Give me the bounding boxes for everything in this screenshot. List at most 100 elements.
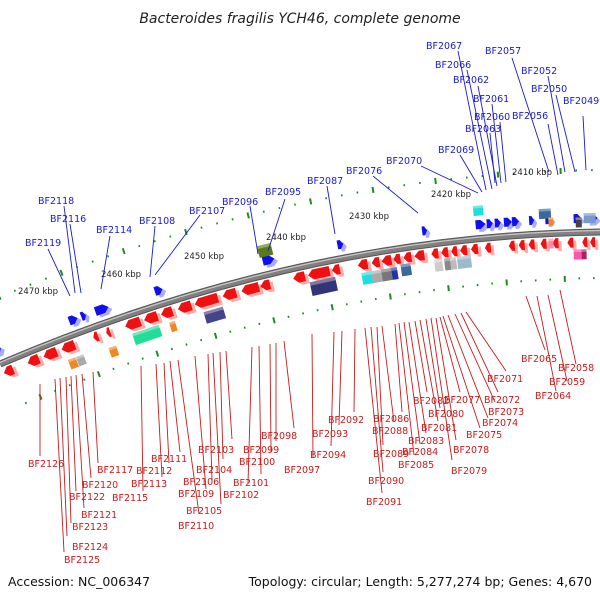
leader-line [555, 94, 576, 173]
gene-label-reverse: BF2125 [64, 555, 100, 566]
gene-label-reverse: BF2083 [408, 436, 444, 447]
gene-label-reverse: BF2080 [428, 409, 464, 420]
tick-mark [476, 283, 479, 287]
tick-mark [534, 279, 537, 282]
reverse-gene [222, 287, 238, 300]
reverse-gene [393, 253, 402, 264]
leader-line [425, 318, 441, 409]
reverse-gene [3, 364, 16, 376]
reverse-gene [414, 250, 426, 261]
tick-mark [29, 283, 32, 286]
gray-feature [434, 258, 444, 272]
orange-feature [168, 320, 178, 333]
gene-label-forward: BF2056 [512, 111, 548, 122]
tick-mark [544, 170, 546, 173]
leader-line [547, 75, 566, 173]
tick-mark [388, 293, 392, 300]
tick-mark [433, 289, 435, 292]
tick-mark [447, 285, 450, 292]
blue-feature-shine [400, 263, 411, 268]
gene-label-forward: BF2118 [38, 196, 74, 207]
tick-mark [496, 171, 500, 178]
reverse-gene [471, 243, 479, 255]
gene-label-reverse: BF2093 [312, 429, 348, 440]
reverse-gene [43, 346, 59, 360]
tick-mark [528, 171, 531, 174]
leader-line [70, 375, 77, 492]
tick-mark [512, 172, 515, 175]
leader-line [439, 316, 461, 393]
forward-leader-lines: BF2049BF2050BF2052BF2056BF2057BF2060BF20… [25, 41, 599, 297]
leader-line [394, 323, 403, 413]
gene-label-reverse: BF2074 [482, 418, 518, 429]
leader-line [338, 330, 343, 426]
tick-mark [578, 277, 581, 280]
gene-label-reverse: BF2071 [487, 374, 523, 385]
leader-line [149, 225, 156, 278]
gene-label-reverse: BF2100 [239, 457, 275, 468]
gene-label-reverse: BF2058 [558, 363, 594, 374]
blue-feature-shine [390, 267, 398, 272]
gene-label-forward: BF2052 [521, 66, 557, 77]
tick-mark [403, 293, 406, 296]
forward-gene [503, 217, 512, 227]
tick-mark [155, 350, 160, 357]
tick-mark [216, 222, 219, 225]
tick-mark [316, 309, 319, 312]
reverse-gene [177, 300, 193, 313]
forward-gene [421, 226, 428, 236]
gene-label-reverse: BF2064 [535, 391, 571, 402]
tick-mark [356, 191, 359, 194]
tick-mark [403, 184, 406, 187]
tick-mark [200, 338, 203, 342]
tick-mark [434, 177, 437, 185]
kbp-label: 2450 kbp [184, 252, 224, 262]
gene-label-reverse: BF2113 [131, 479, 167, 490]
gene-label-reverse: BF2072 [484, 395, 520, 406]
leader-line [69, 223, 82, 294]
gene-label-reverse: BF2075 [466, 430, 502, 441]
gray-feature-shine [443, 257, 451, 262]
indigo-feature [309, 276, 338, 297]
tick-mark [287, 315, 290, 318]
reverse-gene [567, 237, 574, 248]
kbp-label: 2460 kbp [101, 270, 141, 280]
kbp-label: 2410 kbp [512, 168, 552, 178]
kbp-label: 2440 kbp [266, 233, 306, 243]
gene-label-reverse: BF2086 [373, 414, 409, 425]
tick-mark [294, 203, 296, 206]
leader-line [249, 205, 259, 255]
kbp-scale: 2410 kbp 2420 kbp 2430 kbp 2440 kbp 2450 kbp… [18, 168, 552, 297]
forward-gene [494, 218, 501, 228]
dark-feature-shine [575, 217, 582, 221]
tick-mark [591, 169, 593, 172]
reverse-gene [144, 311, 159, 324]
leader-line [465, 311, 507, 372]
leader-line [330, 331, 335, 447]
leader-line [207, 353, 213, 481]
tick-mark [170, 347, 173, 351]
teal-feature [132, 324, 163, 346]
tick-mark [418, 290, 421, 294]
tick-mark [185, 343, 188, 346]
gene-label-reverse: BF2088 [372, 426, 408, 437]
gene-label-forward: BF2061 [473, 94, 509, 105]
reverse-gene [508, 240, 516, 251]
gray-feature-shine [434, 258, 443, 263]
gene-label-forward: BF2057 [485, 46, 521, 57]
orange-feature [108, 345, 120, 358]
leader-line [225, 350, 233, 440]
leader-line [559, 289, 577, 365]
gene-label-forward: BF2108 [139, 216, 175, 227]
reverse-gene [528, 239, 535, 250]
gene-label-reverse: BF2101 [233, 478, 269, 489]
reverse-gene [431, 248, 439, 259]
forward-gene [528, 215, 535, 226]
leader-line [81, 373, 92, 479]
steelblue-feature [583, 213, 596, 224]
reverse-gene [27, 354, 41, 366]
tick-mark [330, 304, 334, 311]
tick-mark [491, 282, 493, 285]
leader-line [177, 359, 200, 515]
